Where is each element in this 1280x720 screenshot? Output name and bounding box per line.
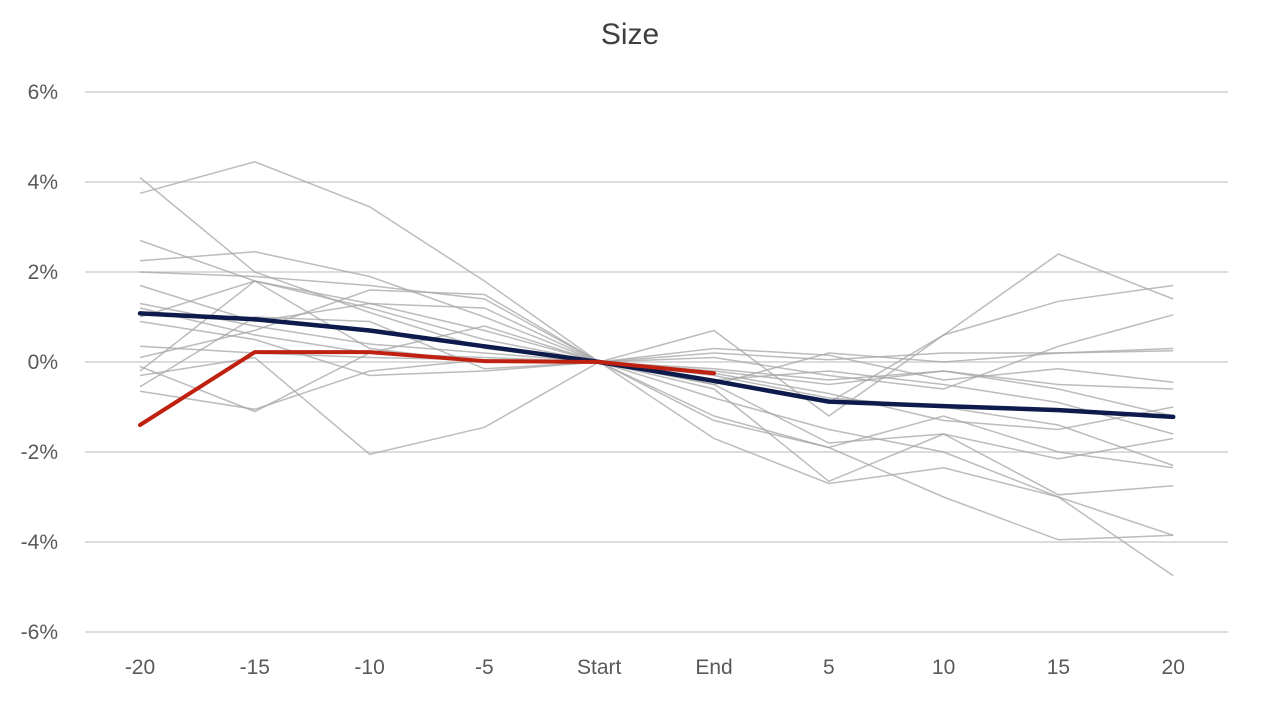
background-series-line <box>139 284 1174 404</box>
x-tick-label: End <box>695 656 732 679</box>
y-tick-label: 0% <box>28 351 58 374</box>
y-tick-label: 4% <box>28 171 58 194</box>
background-series-line <box>139 325 1174 413</box>
x-tick-label: Start <box>577 656 622 679</box>
background-series-line <box>139 359 1174 469</box>
x-tick-label: 5 <box>823 656 835 679</box>
background-series-line <box>139 253 1174 417</box>
x-axis-tick-labels: -20 -15 -10 -5 Start End 5 10 15 20 <box>125 656 1185 679</box>
x-tick-label: 15 <box>1047 656 1070 679</box>
y-tick-label: -6% <box>21 621 58 644</box>
background-series-line <box>139 161 1174 541</box>
background-series-line <box>139 239 1174 577</box>
x-tick-label: -5 <box>475 656 494 679</box>
y-axis-tick-labels: -6% -4% -2% 0% 2% 4% 6% <box>21 81 58 644</box>
background-series-line <box>139 314 1174 390</box>
y-tick-label: 2% <box>28 261 58 284</box>
background-series-line <box>139 280 1174 390</box>
x-tick-label: -10 <box>354 656 384 679</box>
background-series-line <box>139 271 1174 496</box>
y-tick-label: -2% <box>21 441 58 464</box>
x-tick-label: 10 <box>932 656 955 679</box>
background-series-line <box>139 316 1174 388</box>
x-tick-label: -15 <box>240 656 270 679</box>
x-tick-label: 20 <box>1162 656 1185 679</box>
current-series-line <box>138 350 716 427</box>
gridlines <box>85 91 1228 633</box>
y-tick-label: -4% <box>21 531 58 554</box>
series-lines <box>137 161 1176 577</box>
x-tick-label: -20 <box>125 656 155 679</box>
y-tick-label: 6% <box>28 81 58 104</box>
background-series-line <box>139 251 1174 467</box>
chart-title: Size <box>601 18 659 51</box>
average-series-line <box>137 311 1176 420</box>
